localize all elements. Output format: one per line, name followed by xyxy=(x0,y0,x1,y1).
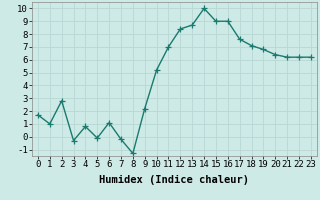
X-axis label: Humidex (Indice chaleur): Humidex (Indice chaleur) xyxy=(100,175,249,185)
